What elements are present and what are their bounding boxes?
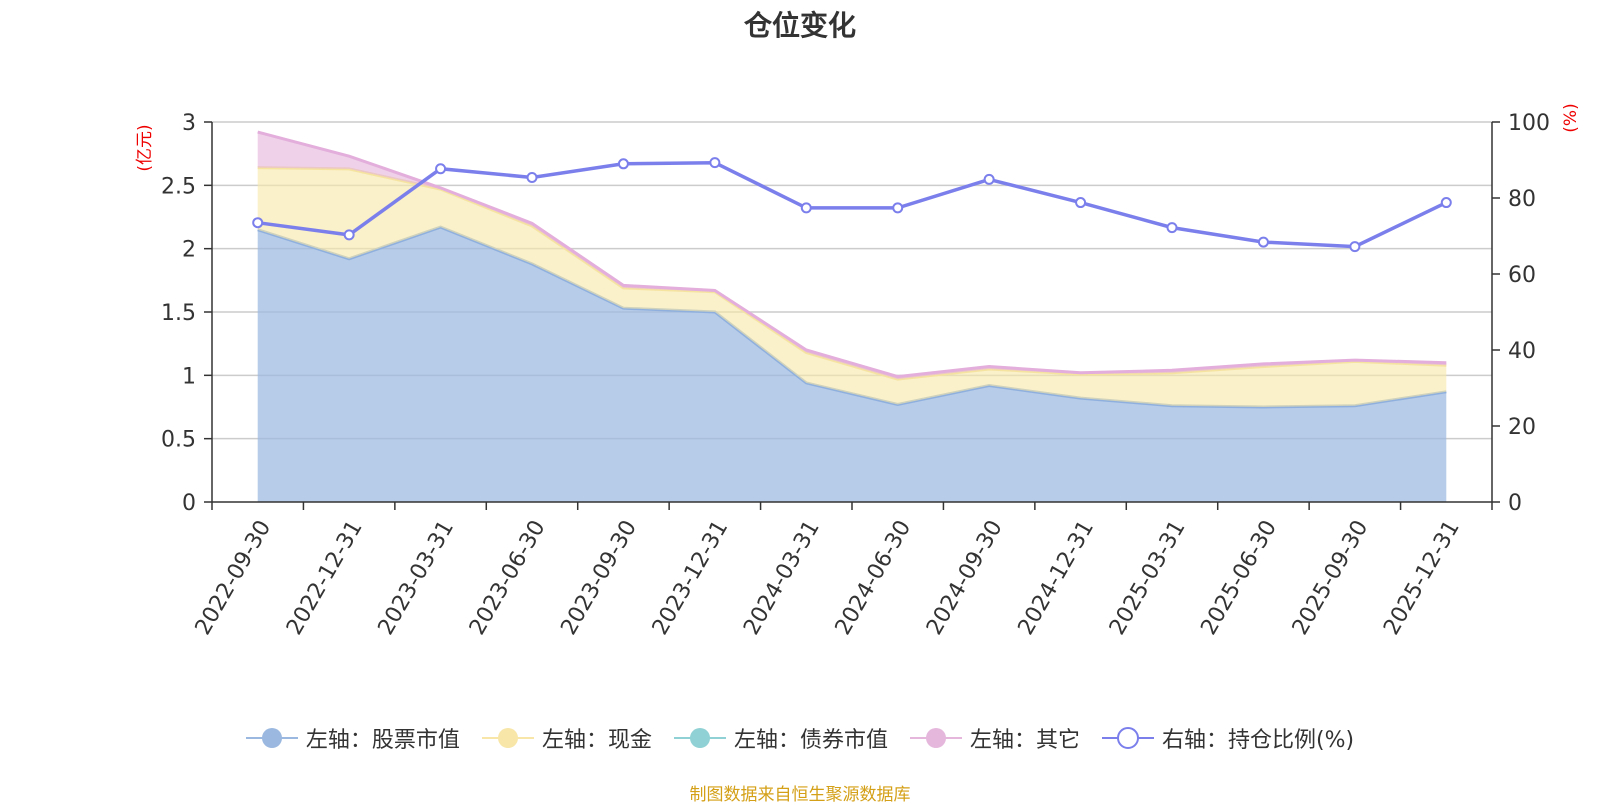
legend-item[interactable]: 左轴：现金 (481, 722, 652, 754)
legend-swatch-icon (909, 728, 962, 748)
ratio-line-path (257, 160, 1448, 249)
x-tick-label: 2024-12-31 (1014, 516, 1100, 639)
legend-label: 右轴：持仓比例(%) (1161, 728, 1355, 753)
right-axis-unit: (%) (1561, 103, 1581, 132)
legend-label: 左轴：其它 (969, 728, 1080, 753)
left-tick-label: 3 (182, 111, 196, 136)
ratio-point (1349, 241, 1361, 253)
source-note: 制图数据来自恒生聚源数据库 (689, 785, 911, 805)
x-tick-label: 2022-09-30 (191, 516, 277, 639)
legend-item[interactable]: 左轴：其它 (909, 722, 1080, 754)
legend-label: 左轴：债券市值 (733, 728, 888, 753)
ratio-point (252, 217, 264, 229)
left-tick-label: 0 (182, 491, 196, 516)
legend-swatch-icon (481, 728, 534, 748)
ratio-point (435, 163, 447, 175)
ratio-point (800, 202, 812, 214)
area-series-1 (257, 167, 1447, 407)
ratio-point (617, 158, 629, 170)
right-tick-label: 0 (1508, 491, 1522, 516)
x-tick-label: 2024-06-30 (831, 516, 917, 639)
left-tick-label: 0.5 (161, 428, 196, 453)
ratio-point (1166, 222, 1178, 234)
right-tick-label: 20 (1508, 415, 1536, 440)
axes (204, 121, 1500, 510)
legend-item[interactable]: 左轴：股票市值 (245, 722, 460, 754)
ratio-point (343, 229, 355, 241)
x-tick-label: 2022-12-31 (282, 516, 368, 639)
x-tick-label: 2025-09-30 (1288, 516, 1374, 639)
left-tick-label: 1.5 (161, 301, 196, 326)
x-tick-label: 2023-12-31 (648, 516, 734, 639)
right-tick-label: 40 (1508, 339, 1536, 364)
legend-label: 左轴：股票市值 (305, 728, 460, 753)
ratio-point (1257, 236, 1269, 248)
chart-title: 仓位变化 (743, 9, 856, 42)
x-tick-label: 2023-06-30 (465, 516, 551, 639)
x-tick-label: 2024-09-30 (922, 516, 1008, 639)
legend: 左轴：股票市值 左轴：现金 左轴：债券市值 左轴：其它 右轴：持仓比例(%) (0, 722, 1600, 754)
legend-item[interactable]: 左轴：债券市值 (673, 722, 888, 754)
ratio-point (983, 173, 995, 185)
stacked-areas (257, 130, 1447, 502)
area-series-0 (257, 227, 1447, 502)
ratio-point (709, 157, 721, 169)
legend-swatch-icon (245, 728, 298, 748)
x-tick-label: 2025-03-31 (1105, 516, 1191, 639)
ratio-line (252, 157, 1452, 253)
area-edge-series-3 (257, 130, 1447, 379)
ratio-point (526, 171, 538, 183)
x-tick-label: 2023-03-31 (374, 516, 460, 639)
left-axis-unit: (亿元) (135, 124, 155, 171)
left-tick-label: 2 (182, 238, 196, 263)
left-tick-label: 1 (182, 364, 196, 389)
right-tick-label: 100 (1508, 111, 1550, 136)
ratio-point (1440, 197, 1452, 209)
legend-swatch-icon (1101, 727, 1154, 749)
right-tick-label: 60 (1508, 263, 1536, 288)
x-tick-label: 2024-03-31 (739, 516, 825, 639)
legend-swatch-icon (673, 728, 726, 748)
legend-item[interactable]: 右轴：持仓比例(%) (1101, 722, 1355, 754)
left-tick-label: 2.5 (161, 174, 196, 199)
ratio-point (1075, 197, 1087, 209)
ratio-point (892, 202, 904, 214)
legend-label: 左轴：现金 (541, 728, 652, 753)
x-tick-label: 2025-06-30 (1196, 516, 1282, 639)
x-tick-label: 2025-12-31 (1379, 516, 1465, 639)
right-tick-label: 80 (1508, 187, 1536, 212)
x-tick-label: 2023-09-30 (556, 516, 642, 639)
